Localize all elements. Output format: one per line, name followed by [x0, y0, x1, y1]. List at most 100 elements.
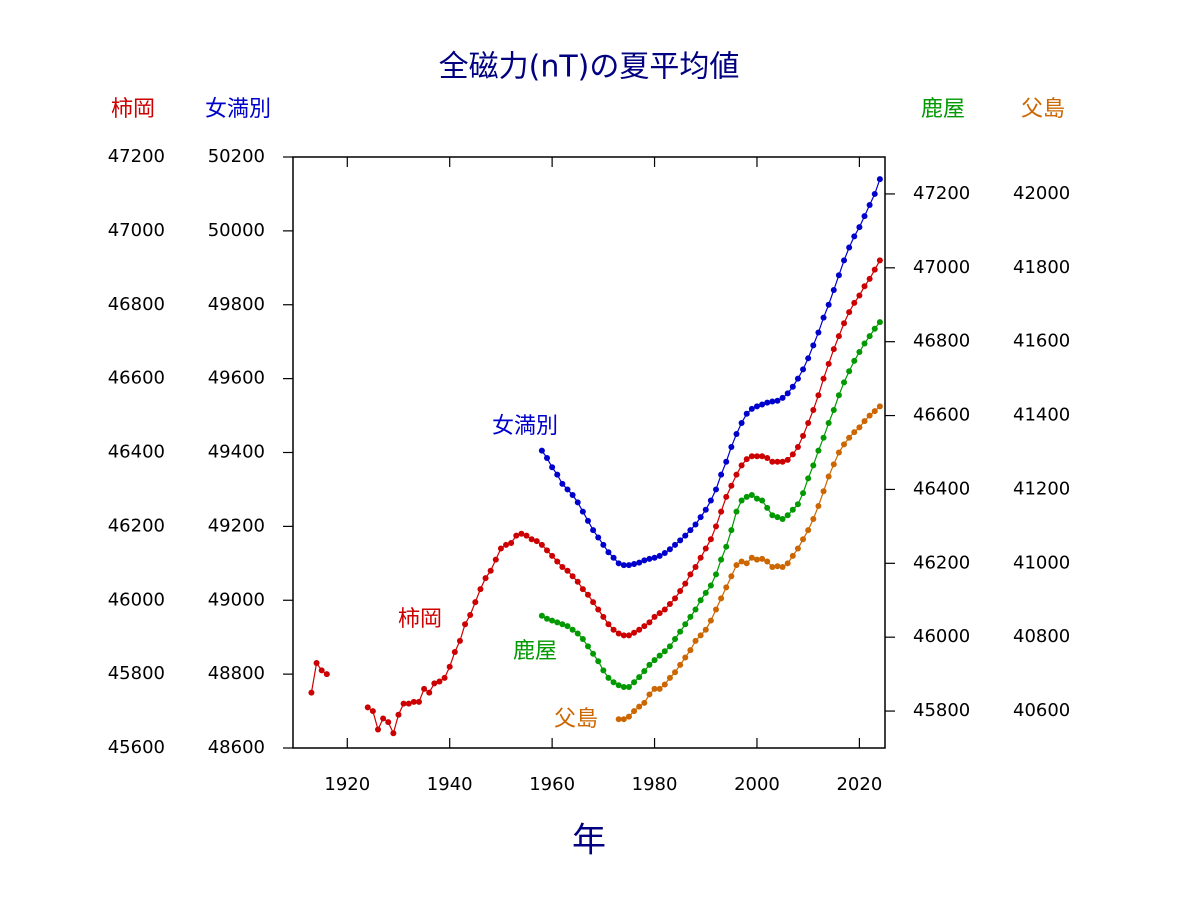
- data-point: [861, 213, 868, 220]
- data-point: [595, 606, 602, 613]
- data-point: [769, 458, 776, 465]
- data-point: [651, 613, 658, 620]
- data-point: [523, 532, 530, 539]
- data-point: [661, 648, 668, 655]
- data-point: [421, 685, 428, 692]
- data-point: [846, 434, 853, 441]
- y-tick-label: 47200: [913, 183, 970, 204]
- data-point: [861, 340, 868, 347]
- y-tick-label: 45800: [913, 700, 970, 721]
- data-point: [574, 499, 581, 506]
- y-tick-label: 46000: [913, 626, 970, 647]
- data-point: [841, 441, 848, 448]
- data-point: [810, 515, 817, 522]
- data-point: [769, 512, 776, 519]
- data-point: [748, 453, 755, 460]
- data-point: [313, 660, 320, 667]
- axis-header: 柿岡: [111, 97, 155, 122]
- data-point: [779, 394, 786, 401]
- data-point: [554, 558, 561, 565]
- y-tick-label: 49600: [208, 368, 265, 389]
- data-point: [569, 491, 576, 498]
- axis-header: 父島: [1021, 97, 1065, 122]
- y-tick-label: 47000: [913, 257, 970, 278]
- data-point: [876, 319, 883, 326]
- data-point: [636, 626, 643, 633]
- data-point: [564, 567, 571, 574]
- data-point: [846, 368, 853, 375]
- data-point: [579, 586, 586, 593]
- y-tick-label: 50000: [208, 220, 265, 241]
- data-point: [743, 493, 750, 500]
- data-point: [610, 626, 617, 633]
- data-point: [697, 597, 704, 604]
- data-point: [651, 685, 658, 692]
- data-point: [835, 392, 842, 399]
- data-point: [687, 647, 694, 654]
- data-point: [692, 606, 699, 613]
- data-point: [610, 679, 617, 686]
- data-point: [549, 464, 556, 471]
- data-point: [646, 619, 653, 626]
- data-point: [584, 591, 591, 598]
- data-point: [830, 286, 837, 293]
- data-point: [646, 661, 653, 668]
- y-tick-label: 46800: [108, 294, 165, 315]
- data-point: [641, 557, 648, 564]
- data-point: [713, 486, 720, 493]
- data-point: [600, 613, 607, 620]
- data-point: [748, 491, 755, 498]
- data-point: [856, 224, 863, 231]
- axis-header: 鹿屋: [921, 97, 965, 122]
- data-point: [820, 375, 827, 382]
- data-point: [759, 497, 766, 504]
- data-point: [666, 643, 673, 650]
- data-point: [805, 419, 812, 426]
- x-tick-label: 1940: [427, 774, 473, 795]
- data-point: [610, 554, 617, 561]
- data-point: [779, 564, 786, 571]
- series-annotation: 鹿屋: [513, 639, 557, 664]
- data-point: [825, 360, 832, 367]
- y-tick-label: 46600: [913, 405, 970, 426]
- data-point: [876, 403, 883, 410]
- data-point: [631, 679, 638, 686]
- data-point: [682, 654, 689, 661]
- data-point: [805, 527, 812, 534]
- data-point: [748, 405, 755, 412]
- y-tick-label: 41400: [1013, 405, 1070, 426]
- data-point: [841, 320, 848, 327]
- data-point: [666, 546, 673, 553]
- data-point: [646, 691, 653, 698]
- data-point: [846, 309, 853, 316]
- data-point: [707, 497, 714, 504]
- x-axis-label: 年: [572, 821, 606, 861]
- data-point: [564, 623, 571, 630]
- data-point: [564, 486, 571, 493]
- data-point: [820, 434, 827, 441]
- data-point: [835, 333, 842, 340]
- data-point: [794, 545, 801, 552]
- x-tick-label: 1920: [324, 774, 370, 795]
- data-point: [702, 506, 709, 513]
- data-point: [856, 424, 863, 431]
- data-point: [569, 626, 576, 633]
- data-point: [395, 711, 402, 718]
- data-point: [718, 556, 725, 563]
- data-point: [595, 534, 602, 541]
- data-point: [369, 708, 376, 715]
- data-point: [682, 532, 689, 539]
- data-point: [743, 456, 750, 463]
- data-point: [656, 552, 663, 559]
- data-point: [544, 547, 551, 554]
- data-point: [784, 390, 791, 397]
- data-point: [692, 637, 699, 644]
- data-point: [805, 475, 812, 482]
- data-point: [472, 599, 479, 606]
- y-tick-label: 49400: [208, 442, 265, 463]
- data-point: [718, 508, 725, 515]
- data-point: [513, 532, 520, 539]
- data-point: [825, 419, 832, 426]
- y-tick-label: 50200: [208, 146, 265, 167]
